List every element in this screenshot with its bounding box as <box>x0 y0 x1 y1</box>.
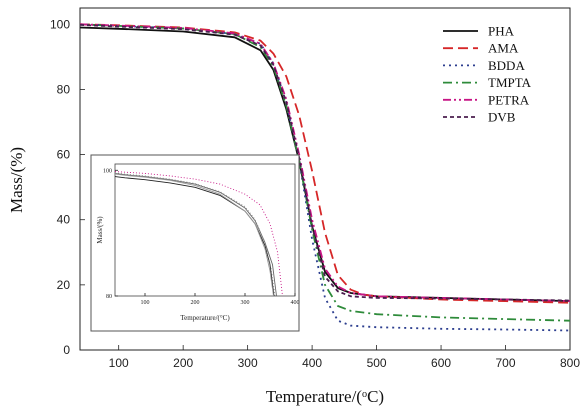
main-x-tick-label-5: 600 <box>431 356 451 370</box>
inset-x-tick-label-3: 400 <box>291 300 300 306</box>
inset-series-line-0 <box>114 176 275 297</box>
inset-series-line-4 <box>114 171 283 297</box>
main-y-tick-label-2: 40 <box>57 213 71 227</box>
main-y-tick-label-0: 0 <box>63 343 70 357</box>
legend-label-tmpta: TMPTA <box>488 75 532 90</box>
legend-label-pha: PHA <box>488 24 515 39</box>
inset-y-tick-label-0: 80 <box>106 294 112 300</box>
inset-series-line-2 <box>114 172 276 297</box>
inset-y-axis-title: Mass/(%) <box>96 216 104 244</box>
inset-series-group <box>114 171 283 297</box>
main-plot-frame <box>79 7 571 351</box>
main-y-tick-label-1: 20 <box>57 278 71 292</box>
inset-series-line-1 <box>114 172 277 297</box>
main-x-tick-label-7: 800 <box>560 356 580 370</box>
main-series-line-dvb <box>79 24 571 302</box>
inset-x-tick-label-0: 100 <box>141 300 150 306</box>
y-axis-title: Mass/(%) <box>7 147 26 213</box>
main-x-tick-label-6: 700 <box>496 356 516 370</box>
legend-label-dvb: DVB <box>488 110 516 125</box>
legend-label-petra: PETRA <box>488 92 530 107</box>
inset-x-tick-label-1: 200 <box>191 300 200 306</box>
main-series-line-petra <box>79 23 571 302</box>
main-y-tick-label-3: 60 <box>57 148 71 162</box>
x-axis-title: Temperature/(oC) <box>266 387 384 406</box>
inset-axis-ticks: 100 200 300 400 80 100 <box>103 168 300 306</box>
main-y-tick-label-4: 80 <box>57 82 71 96</box>
main-x-tick-label-2: 300 <box>238 356 258 370</box>
inset-x-tick-label-2: 300 <box>241 300 250 306</box>
main-series-group <box>79 23 571 332</box>
inset-plot-frame <box>114 163 296 297</box>
inset-x-axis-title: Temperature/(°C) <box>180 314 230 322</box>
inset-y-tick-label-1: 100 <box>103 168 112 174</box>
legend-label-bdda: BDDA <box>488 58 525 73</box>
main-y-tick-label-5: 100 <box>50 17 70 31</box>
inset-series-line-3 <box>114 173 274 297</box>
main-x-tick-label-0: 100 <box>109 356 129 370</box>
main-x-tick-label-1: 200 <box>173 356 193 370</box>
legend: PHA AMA BDDA TMPTA PETRA DVB <box>443 24 532 125</box>
main-x-tick-label-4: 500 <box>367 356 387 370</box>
legend-label-ama: AMA <box>488 41 519 56</box>
main-x-tick-label-3: 400 <box>302 356 322 370</box>
main-axis-ticks: 100 200 300 400 500 600 700 800 0 20 40 60 80 100 <box>50 17 580 370</box>
